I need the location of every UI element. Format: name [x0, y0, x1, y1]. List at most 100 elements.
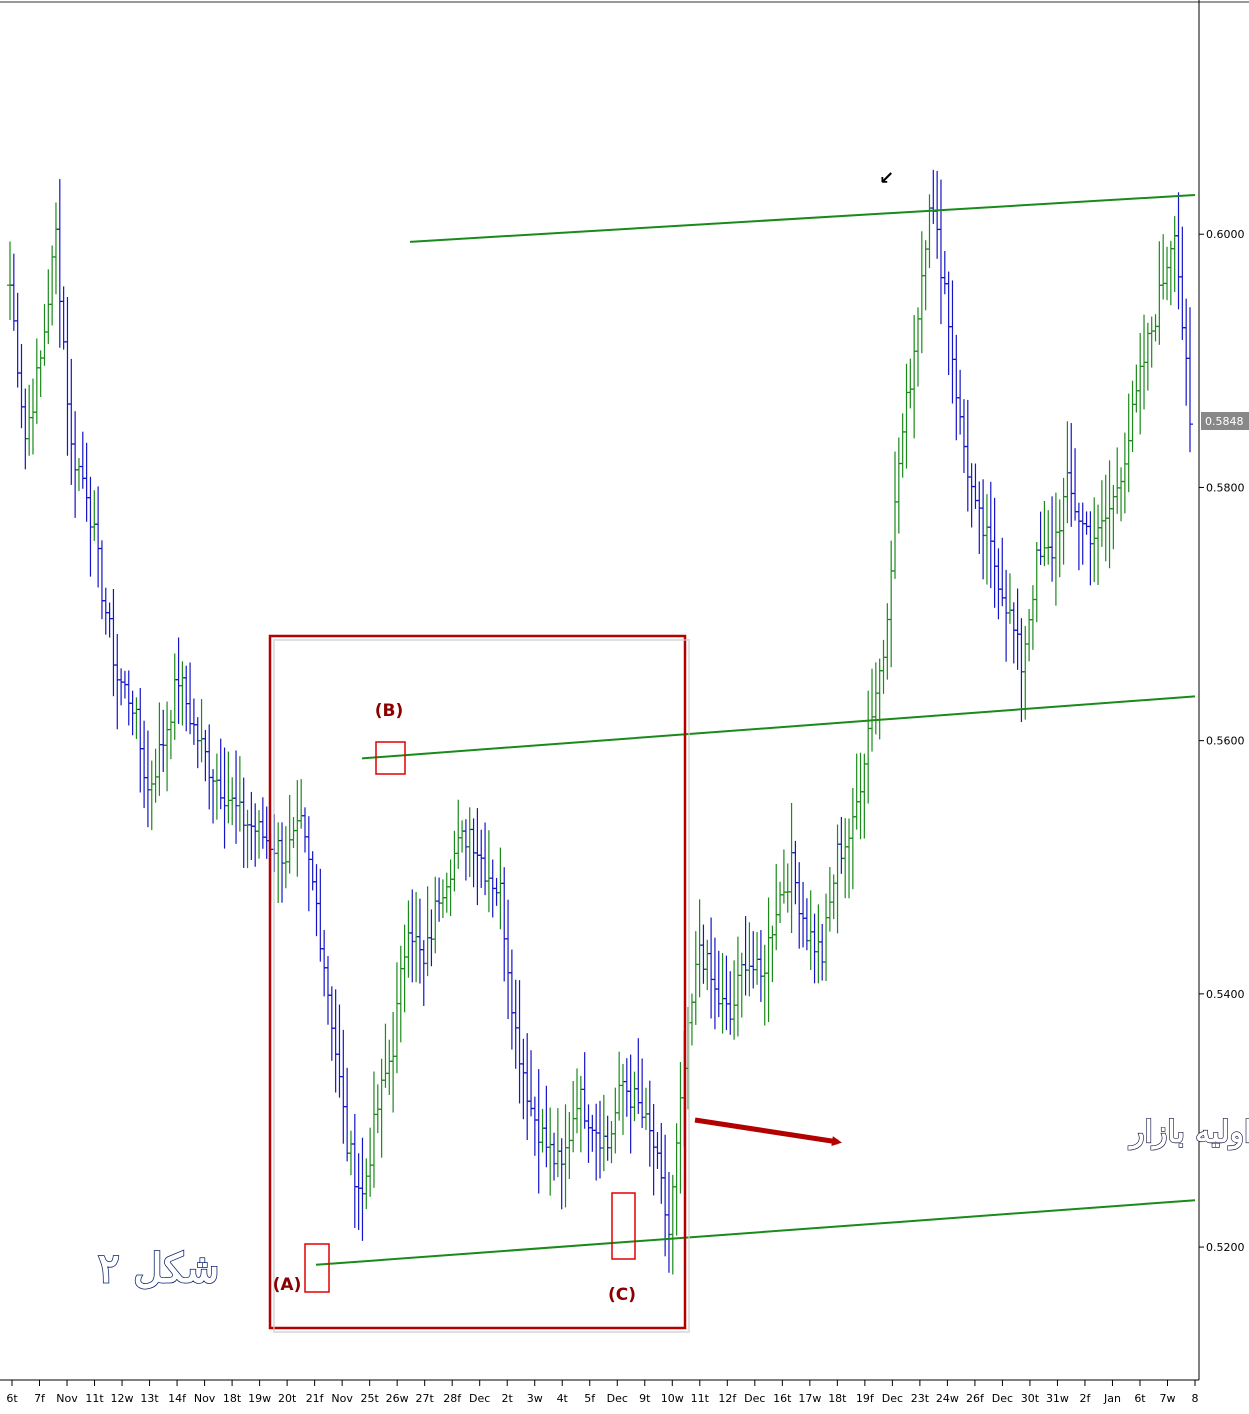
- ohlc-bar: [485, 830, 492, 913]
- ohlc-bar: [907, 358, 914, 409]
- x-tick-label: Dec: [992, 1392, 1013, 1405]
- pivot-c-marker: [611, 1192, 636, 1260]
- ohlc-bar: [282, 826, 289, 889]
- ohlc-bar: [259, 797, 266, 849]
- ohlc-bar: [1129, 380, 1136, 452]
- y-tick-label: 0.5400: [1206, 988, 1245, 1001]
- ohlc-bar: [654, 1132, 661, 1169]
- ohlc-bar: [290, 817, 297, 848]
- ohlc-bar: [627, 1054, 634, 1154]
- ohlc-bar: [328, 986, 335, 1061]
- ohlc-bar: [1056, 499, 1063, 578]
- ohlc-bar: [665, 1172, 672, 1273]
- x-tick-label: 8: [1192, 1392, 1199, 1405]
- ohlc-bar: [79, 431, 86, 489]
- ohlc-bar: [1118, 467, 1125, 522]
- ohlc-bar: [995, 548, 1002, 620]
- ohlc-bar: [439, 879, 446, 919]
- ohlc-bar: [585, 1104, 592, 1163]
- ohlc-bar: [1114, 447, 1121, 514]
- ohlc-bar: [757, 930, 764, 1002]
- ohlc-bar: [1045, 510, 1052, 565]
- ohlc-bar: [957, 369, 964, 435]
- ohlc-bar: [493, 877, 500, 906]
- x-tick-label: 6t: [6, 1392, 18, 1405]
- ohlc-bar: [1006, 573, 1013, 624]
- ohlc-bar: [1041, 501, 1048, 567]
- ohlc-bar: [443, 872, 450, 913]
- ohlc-bar: [1187, 307, 1193, 453]
- ohlc-bar: [930, 169, 937, 224]
- ohlc-bar: [1175, 192, 1182, 310]
- ohlc-bar: [466, 807, 473, 878]
- ohlc-bar: [33, 338, 40, 424]
- ohlc-bar: [213, 753, 220, 820]
- ohlc-bar: [252, 803, 259, 867]
- ohlc-bar: [160, 709, 167, 773]
- ohlc-bar: [1160, 234, 1167, 300]
- ohlc-bar: [309, 851, 316, 891]
- ohlc-bar: [1060, 477, 1067, 565]
- ohlc-bar: [1049, 496, 1056, 582]
- ohlc-bar: [26, 384, 33, 456]
- ohlc-bar: [313, 864, 320, 937]
- ohlc-bar: [1052, 492, 1059, 606]
- ohlc-bar: [336, 1004, 343, 1098]
- ohlc-bar: [727, 971, 734, 1035]
- ohlc-bar: [677, 1062, 684, 1194]
- ohlc-bar: [1072, 448, 1079, 521]
- x-tick-label: Dec: [469, 1392, 490, 1405]
- ohlc-bar: [359, 1137, 366, 1241]
- ohlc-bar: [669, 1174, 676, 1275]
- ohlc-bar: [324, 956, 331, 1025]
- ohlc-bar: [949, 280, 956, 404]
- ohlc-bar: [1033, 541, 1040, 623]
- ohlc-bar: [210, 769, 217, 824]
- ohlc-bar: [29, 378, 36, 455]
- ohlc-bar: [1148, 316, 1155, 368]
- ohlc-bar: [10, 253, 17, 331]
- ohlc-bar: [171, 653, 178, 740]
- ohlc-bar: [45, 269, 52, 344]
- ohlc-bar: [646, 1080, 653, 1167]
- ohlc-bar: [987, 481, 994, 589]
- ohlc-bar: [593, 1103, 600, 1181]
- ohlc-bar: [164, 701, 171, 792]
- ohlc-bar: [321, 929, 328, 997]
- ohlc-bar: [18, 344, 25, 429]
- x-tick-label: 17w: [798, 1392, 821, 1405]
- ohlc-bar: [106, 602, 113, 638]
- x-tick-label: 6t: [1134, 1392, 1146, 1405]
- ohlc-bar: [754, 932, 761, 985]
- ohlc-bar: [497, 847, 504, 930]
- ohlc-bar: [428, 909, 435, 967]
- ohlc-bar: [558, 1138, 565, 1210]
- ohlc-bar: [148, 760, 155, 831]
- ohlc-bar: [1087, 511, 1094, 586]
- ohlc-bar: [370, 1071, 377, 1188]
- ohlc-bar: [206, 724, 213, 810]
- ohlc-bar: [236, 756, 243, 832]
- ohlc-bar: [612, 1087, 619, 1154]
- ohlc-bar: [240, 777, 247, 868]
- ohlc-bar: [1010, 602, 1017, 664]
- ohlc-bars: [7, 169, 1193, 1275]
- ohlc-bar: [22, 388, 29, 470]
- ohlc-bar: [91, 490, 98, 541]
- ohlc-bar: [1125, 393, 1132, 493]
- ohlc-bar: [731, 960, 738, 1040]
- x-tick-label: 19f: [856, 1392, 875, 1405]
- x-tick-label: 19w: [248, 1392, 271, 1405]
- x-tick-label: 13t: [140, 1392, 159, 1405]
- ohlc-bar: [455, 799, 462, 869]
- ohlc-bar: [1164, 246, 1171, 301]
- ohlc-bar: [715, 950, 722, 1018]
- ohlc-bar: [761, 944, 768, 1026]
- ohlc-bar: [474, 808, 481, 906]
- ohlc-bar: [650, 1104, 657, 1196]
- ohlc-bar: [734, 936, 741, 1037]
- ohlc-bar: [597, 1100, 603, 1179]
- ohlc-bar: [631, 1071, 638, 1122]
- ohlc-bar: [351, 1114, 358, 1228]
